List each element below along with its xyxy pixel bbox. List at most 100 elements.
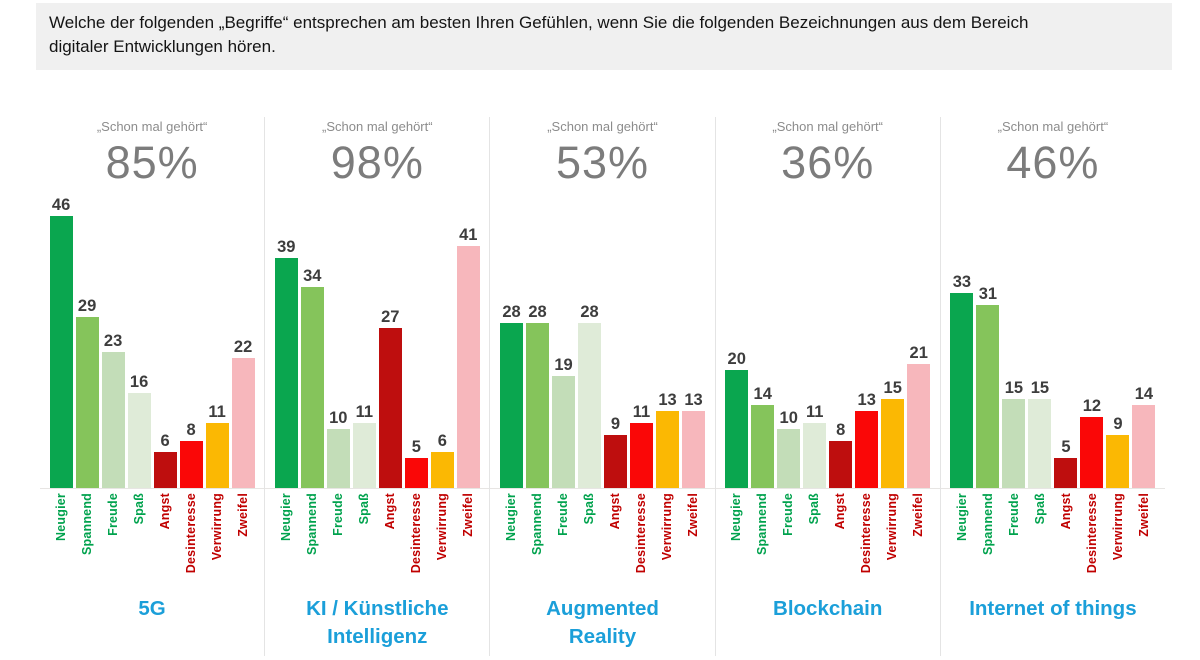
bar-value-label: 5: [1061, 438, 1071, 457]
bar-value-label: 34: [303, 267, 322, 286]
bar-column: 8: [179, 421, 203, 488]
bar-value-label: 11: [208, 402, 226, 421]
axis-label-text: Neugier: [279, 492, 294, 541]
bar-column: 6: [430, 432, 454, 488]
axis-label: Desinteresse: [855, 489, 878, 578]
axis-label: Neugier: [275, 489, 298, 546]
axis-label-text: Verwirrung: [435, 492, 450, 561]
bar-column: 29: [75, 296, 99, 488]
heard-label: „Schon mal gehört“: [997, 118, 1109, 134]
bar-column: 28: [500, 303, 523, 488]
panel-title: Augmented Reality: [546, 596, 659, 648]
bar-column: 23: [101, 332, 125, 488]
bar-value-label: 6: [437, 432, 447, 451]
bar-plot: 28 28 19 28 9 11 13 13: [490, 191, 715, 489]
bar: [500, 322, 523, 488]
axis-label-text: Neugier: [504, 492, 519, 541]
bar: [777, 428, 801, 488]
bar-column: 8: [829, 421, 853, 488]
bar-value-label: 27: [381, 308, 400, 327]
axis-label-text: Zweifel: [1136, 492, 1151, 537]
axis-label: Freude: [552, 489, 575, 541]
bar: [630, 422, 653, 488]
axis-label-text: Spannend: [79, 492, 94, 555]
bar-value-label: 11: [805, 402, 824, 421]
axis-label-text: Verwirrung: [1110, 492, 1125, 561]
chart: „Schon mal gehört“ 85% 46 29 23 16 6 8 11 22 Ne…: [0, 116, 1200, 657]
bar-plot: 33 31 15 15 5 12 9 14: [940, 191, 1166, 489]
bar-column: 20: [725, 350, 749, 488]
axis-label: Spaß: [1028, 489, 1051, 529]
bar: [352, 422, 376, 488]
bar-column: 31: [976, 285, 1000, 488]
axis-label-text: Desinteresse: [183, 492, 198, 573]
axis-label: Spannend: [751, 489, 774, 560]
bar-value-label: 33: [952, 273, 972, 292]
bar-column: 41: [456, 226, 480, 488]
bar: [578, 322, 601, 488]
bar-column: 39: [274, 238, 298, 488]
bar-value-label: 23: [103, 332, 123, 351]
axis-label-text: Neugier: [729, 492, 744, 541]
axis-label-text: Freude: [331, 492, 346, 536]
axis-label-text: Zweifel: [686, 492, 701, 537]
chart-panel: „Schon mal gehört“ 53% 28 28 19 28 9 11 13 13 N…: [490, 116, 716, 657]
axis-label: Zweifel: [232, 489, 255, 542]
bar-value-label: 15: [1030, 379, 1050, 398]
axis-label: Freude: [777, 489, 800, 541]
bar-value-label: 11: [355, 402, 374, 421]
bar-value-label: 9: [610, 414, 621, 433]
bar-column: 28: [526, 303, 549, 488]
axis-label-text: Desinteresse: [409, 492, 424, 573]
bar-column: 15: [881, 379, 905, 488]
axis-label: Zweifel: [682, 489, 705, 542]
bar-column: 10: [777, 408, 801, 488]
chart-panel: „Schon mal gehört“ 98% 39 34 10 11 27 5 6 41 Ne…: [265, 116, 491, 657]
bar-column: 13: [855, 391, 879, 488]
axis-label: Spaß: [803, 489, 826, 529]
axis-label-text: Spaß: [807, 492, 822, 525]
bar: [803, 422, 827, 488]
question-banner: Welche der folgenden „Begriffe“ entsprec…: [36, 3, 1172, 70]
bar-value-label: 29: [77, 296, 97, 315]
bar: [1028, 399, 1052, 488]
axis-label-text: Zweifel: [911, 492, 926, 537]
bar-value-label: 14: [753, 385, 772, 404]
bar: [1002, 399, 1026, 488]
bar: [1106, 434, 1130, 488]
bar-value-label: 10: [779, 408, 798, 427]
axis-label: Spaß: [578, 489, 601, 529]
bar-column: 6: [153, 432, 177, 488]
axis-label: Neugier: [500, 489, 523, 546]
bar: [725, 369, 749, 488]
bar-value-label: 28: [502, 302, 521, 321]
panel-title: Blockchain: [773, 596, 883, 620]
axis-label: Verwirrung: [206, 489, 229, 565]
bar-value-label: 13: [658, 391, 677, 410]
axis-label: Desinteresse: [180, 489, 203, 578]
bar-value-label: 21: [909, 343, 928, 362]
axis-label-text: Spaß: [357, 492, 372, 525]
bar-value-label: 19: [554, 355, 573, 374]
axis-label: Desinteresse: [1080, 489, 1103, 578]
bar-value-label: 9: [1113, 414, 1123, 433]
bar-column: 16: [127, 373, 151, 488]
bar-column: 10: [326, 408, 350, 488]
bar: [456, 245, 480, 488]
axis-label: Spannend: [76, 489, 99, 560]
question-text: Welche der folgenden „Begriffe“ entsprec…: [49, 13, 1029, 57]
axis-label-text: Neugier: [954, 492, 969, 541]
bar-value-label: 16: [129, 373, 149, 392]
axis-label-text: Zweifel: [235, 492, 250, 537]
panel-title: Internet of things: [969, 596, 1137, 620]
bar-column: 33: [950, 273, 974, 488]
bar: [101, 352, 125, 488]
axis-label: Freude: [1002, 489, 1025, 541]
axis-label-text: Angst: [608, 492, 623, 530]
bar: [682, 411, 705, 488]
axis-label: Spannend: [301, 489, 324, 560]
bar-column: 14: [1132, 385, 1156, 488]
panel-title: KI / Künstliche Intelligenz: [306, 596, 449, 648]
bar-value-label: 10: [329, 408, 348, 427]
bar-value-label: 14: [1134, 385, 1154, 404]
